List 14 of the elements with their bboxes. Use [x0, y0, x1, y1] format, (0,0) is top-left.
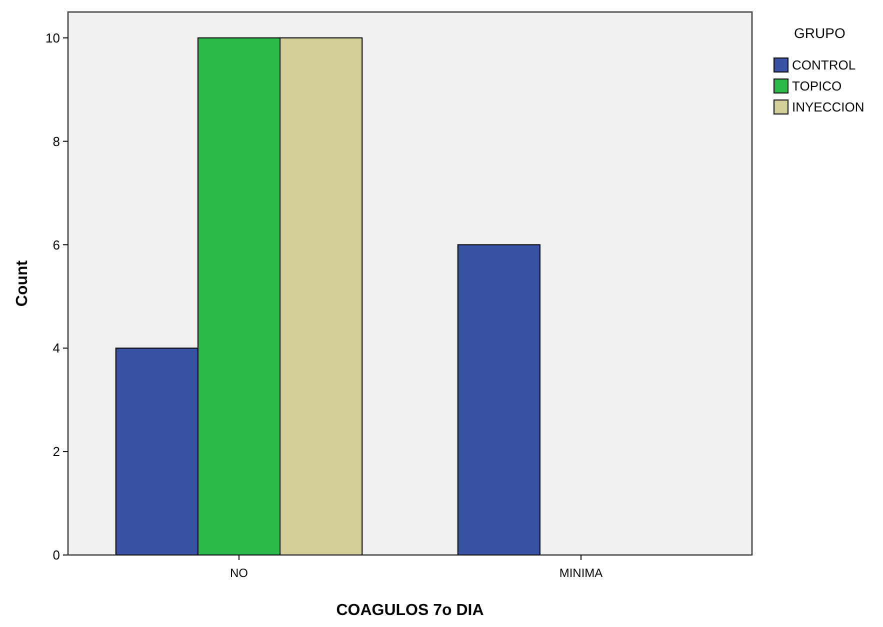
- y-tick-label: 4: [52, 340, 60, 356]
- legend-label: TOPICO: [792, 78, 842, 94]
- y-tick-label: 2: [52, 444, 60, 460]
- y-tick-label: 6: [52, 237, 60, 252]
- x-tick-label: NO: [230, 566, 248, 580]
- legend-label: CONTROL: [792, 58, 856, 73]
- x-axis-title: COAGULOS 7o DIA: [336, 602, 484, 619]
- x-tick-label: MINIMA: [559, 566, 603, 580]
- y-axis-title: Count: [14, 260, 31, 307]
- y-tick-label: 10: [46, 30, 60, 46]
- legend-label: INYECCION: [792, 100, 864, 115]
- y-tick-label: 0: [52, 548, 60, 563]
- legend-title: GRUPO: [794, 25, 846, 41]
- y-tick-label: 8: [52, 134, 60, 149]
